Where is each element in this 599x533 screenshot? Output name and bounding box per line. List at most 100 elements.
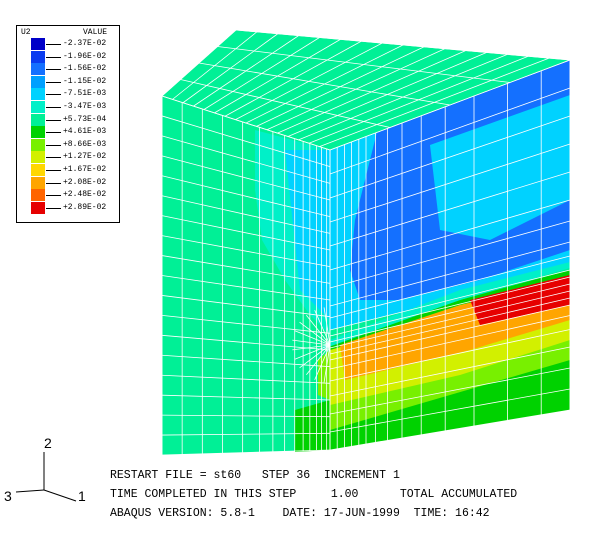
right-band-red [470, 275, 570, 325]
crack-fan-line [306, 344, 331, 376]
crack-fan-line [299, 344, 331, 369]
legend-swatch [31, 201, 45, 214]
legend-variable: U2 [21, 28, 31, 37]
legend-tick [46, 207, 61, 209]
legend-swatch [31, 63, 45, 76]
legend-label: +2.48E-02 [63, 190, 107, 200]
legend-swatch [31, 189, 45, 202]
legend-tick [46, 170, 61, 171]
front-band-cyan [285, 150, 330, 320]
legend-swatch [31, 176, 45, 189]
top-mesh-line [180, 79, 391, 128]
front-mesh-line [161, 215, 331, 251]
block-edge [329, 409, 571, 451]
block-edge [161, 29, 237, 97]
axis-label-z: 3 [4, 488, 12, 504]
front-mesh-line [161, 334, 331, 351]
axis-triad: 2 1 3 [4, 435, 86, 504]
legend-swatch [31, 75, 45, 88]
legend-label: +1.67E-02 [63, 165, 107, 174]
crack-fan-line [299, 321, 331, 346]
legend-label: -7.51E-03 [63, 89, 107, 99]
legend-tick [46, 195, 61, 197]
legend-label: +2.89E-02 [63, 202, 107, 212]
legend-label: -2.37E-02 [63, 39, 107, 48]
mesh-lines [161, 29, 571, 456]
legend-swatch [31, 113, 45, 126]
axis-label-x: 1 [78, 488, 86, 504]
right-mesh-line [329, 115, 571, 199]
right-mesh-line [329, 346, 571, 397]
axis-label-y: 2 [44, 435, 52, 451]
legend-label: +2.08E-02 [63, 177, 107, 187]
legend-label: -1.15E-02 [63, 76, 107, 86]
legend-tick [46, 94, 61, 96]
right-mesh-line [329, 143, 571, 223]
legend-swatch [31, 88, 45, 101]
front-mesh-line [161, 432, 331, 436]
right-band-inner-cyan [430, 95, 570, 240]
right-mesh-line [329, 276, 571, 337]
legend-label: -1.56E-02 [63, 64, 107, 74]
legend-label: -1.96E-02 [63, 51, 107, 61]
block-edge [161, 449, 331, 456]
crack-fan-line [294, 344, 331, 360]
legend-swatch [31, 38, 45, 50]
front-face [162, 96, 330, 455]
legend-swatch [31, 138, 45, 151]
crack-fan-line [292, 344, 331, 351]
legend-tick [46, 69, 61, 71]
right-mesh-line [329, 87, 571, 175]
crack-fan-line [323, 307, 331, 346]
block-edge [161, 95, 331, 151]
front-mesh-line [161, 295, 331, 318]
right-mesh-line [329, 315, 571, 370]
front-mesh-line [161, 275, 331, 301]
front-mesh-line [161, 374, 331, 384]
legend-tick [46, 182, 61, 184]
legend-label: +5.73E-04 [63, 114, 107, 124]
right-mesh-line [329, 283, 571, 343]
front-mesh-line [161, 314, 331, 334]
right-mesh-line [329, 297, 571, 355]
legend-tick [46, 144, 61, 146]
legend-header: VALUE [83, 28, 108, 37]
crack-fan-line [314, 310, 331, 346]
crack-fan-line [292, 339, 331, 346]
front-mesh-line [161, 255, 331, 284]
legend-tick [46, 119, 61, 121]
legend-tick [46, 107, 61, 108]
info-line-3: ABAQUS VERSION: 5.8-1 DATE: 17-JUN-1999 … [110, 507, 490, 520]
right-mesh-line [329, 304, 571, 361]
right-mesh-line [329, 290, 571, 349]
front-mesh-line [161, 394, 331, 401]
legend-tick [46, 56, 61, 58]
front-mesh-line [161, 135, 331, 184]
crack-fan-line [323, 344, 331, 383]
legend-tick [46, 132, 61, 134]
right-mesh-line [329, 388, 571, 433]
info-line-2: TIME COMPLETED IN THIS STEP 1.00 TOTAL A… [110, 488, 518, 501]
right-mesh-line [329, 329, 571, 382]
front-mesh-line [161, 115, 331, 168]
legend-label: -3.47E-03 [63, 102, 107, 111]
right-mesh-line [329, 220, 571, 289]
legend-swatch [31, 50, 45, 63]
block-edge [329, 59, 571, 151]
crack-fan-line [314, 344, 331, 380]
front-mesh-line [161, 155, 331, 201]
info-line-1: RESTART FILE = st60 STEP 36 INCREMENT 1 [110, 469, 400, 482]
legend-swatch [31, 164, 45, 176]
right-mesh-line [329, 255, 571, 319]
crack-fan-line [294, 330, 331, 346]
crack-fan-line [306, 314, 331, 346]
legend-tick [46, 157, 61, 159]
front-mesh-line [161, 235, 331, 268]
info-block: RESTART FILE = st60 STEP 36 INCREMENT 1 … [110, 466, 517, 523]
top-mesh-line [198, 62, 451, 106]
contour-legend: U2 VALUE -2.37E-02 -1.96E-02 -1.56E-02 -1.1… [16, 25, 120, 223]
legend-label: +8.66E-03 [63, 139, 107, 149]
right-mesh-line [329, 199, 571, 271]
front-mesh-line [161, 175, 331, 218]
